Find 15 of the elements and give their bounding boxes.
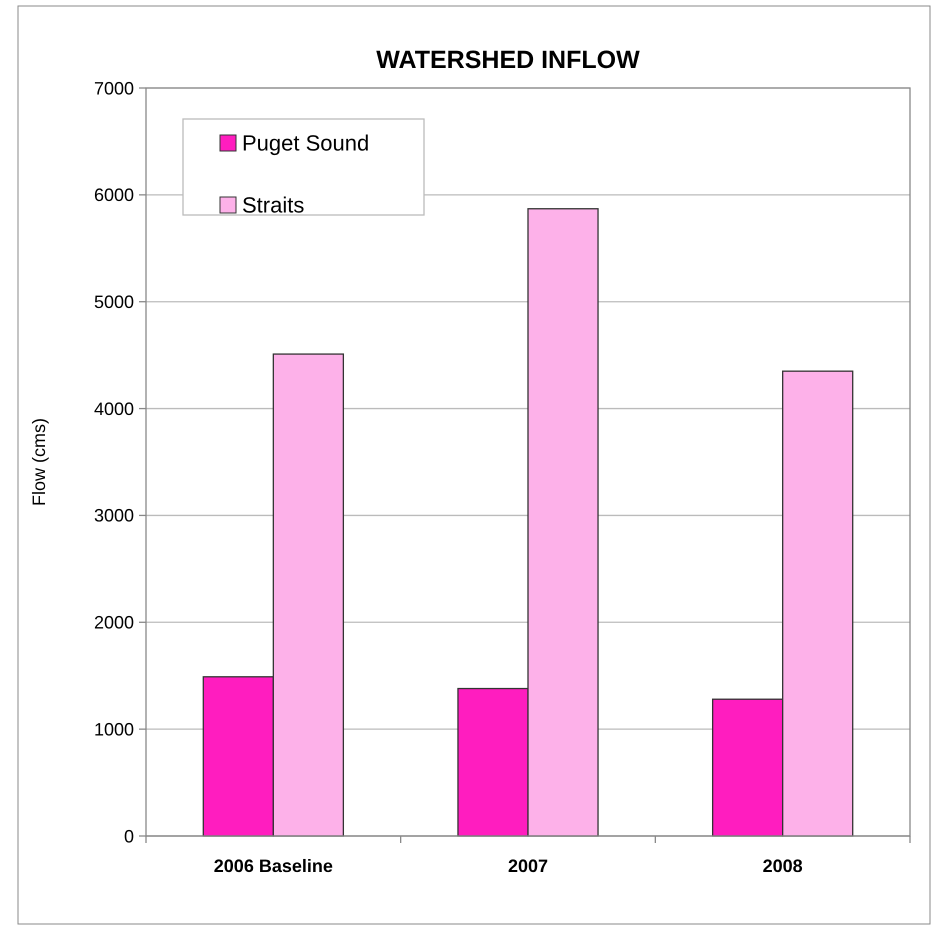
x-tick-label: 2006 Baseline bbox=[214, 856, 333, 876]
y-tick-label: 4000 bbox=[94, 398, 134, 419]
y-tick-label: 0 bbox=[124, 826, 134, 846]
chart-title: WATERSHED INFLOW bbox=[376, 46, 640, 74]
y-tick-label: 6000 bbox=[94, 185, 134, 206]
y-tick-label: 2000 bbox=[94, 612, 134, 633]
y-tick-label: 5000 bbox=[94, 292, 134, 312]
y-tick-label: 7000 bbox=[94, 78, 134, 98]
y-tick-label: 1000 bbox=[94, 719, 134, 740]
x-tick-label: 2008 bbox=[762, 856, 803, 876]
legend-label: Puget Sound bbox=[242, 130, 370, 156]
y-tick-label: 3000 bbox=[94, 506, 134, 526]
legend-label: Straits bbox=[242, 192, 304, 218]
y-axis-title: Flow (cms) bbox=[29, 418, 49, 506]
x-tick-label: 2007 bbox=[508, 856, 548, 876]
